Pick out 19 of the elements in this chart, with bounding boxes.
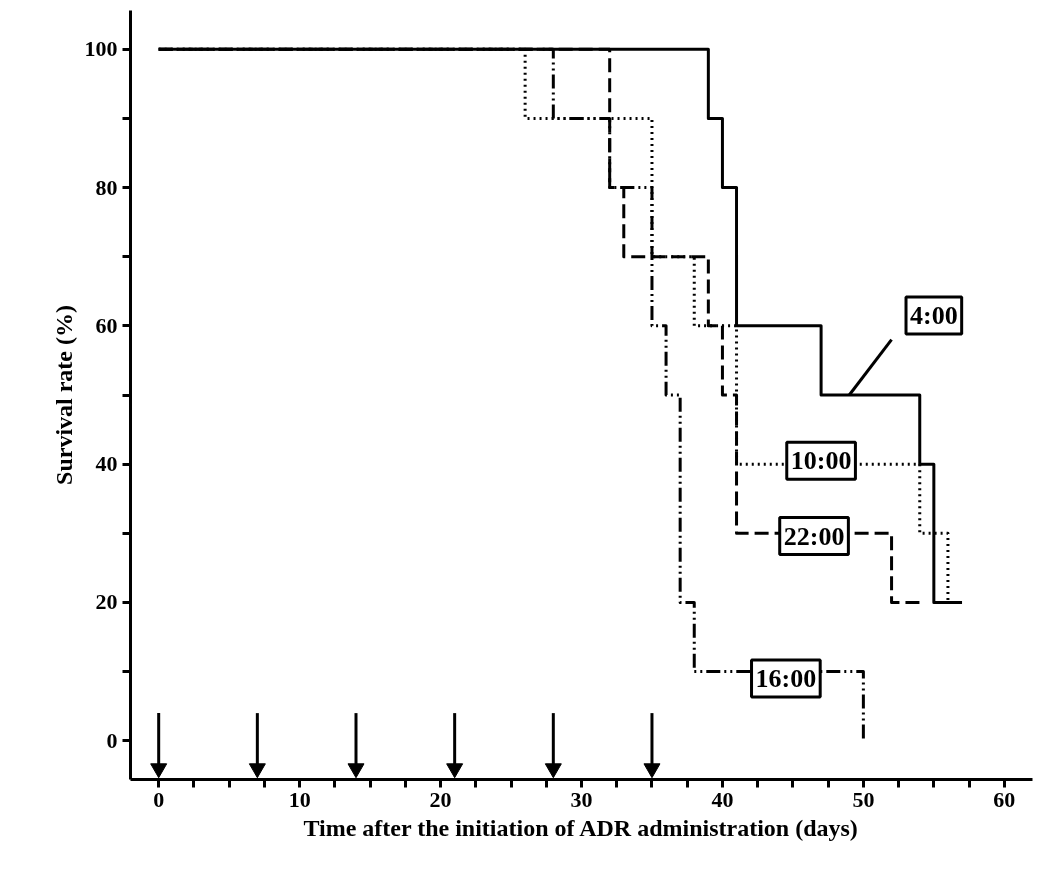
text: 4:00 <box>910 300 958 330</box>
y-tick-label: 100 <box>84 36 118 62</box>
x-tick-label: 20 <box>429 786 452 812</box>
y-tick-label: 60 <box>95 312 118 338</box>
x-tick-label: 50 <box>852 786 875 812</box>
x-tick-label: 60 <box>993 786 1016 812</box>
x-tick-label: 30 <box>570 786 593 812</box>
y-tick-label: 40 <box>95 451 118 477</box>
series-label: 10:00 <box>790 446 852 476</box>
x-axis-title: Time after the initiation of ADR administration (days) <box>303 814 858 841</box>
y-tick-label: 20 <box>95 589 118 615</box>
x-tick-label: 0 <box>153 786 165 812</box>
y-axis-title: Survival rate (%) <box>50 305 77 485</box>
series-label: 22:00 <box>783 521 845 551</box>
series-label: 16:00 <box>755 664 817 694</box>
x-tick-label: 10 <box>288 786 311 812</box>
x-tick-label: 40 <box>711 786 734 812</box>
y-tick-label: 0 <box>106 727 118 753</box>
y-tick-label: 80 <box>95 174 118 200</box>
